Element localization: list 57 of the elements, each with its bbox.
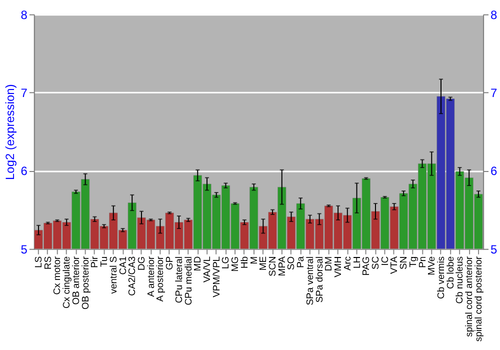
x-tick-label: VTA [389,256,400,274]
x-tick-label: SPa ventral [304,256,316,306]
x-tick-label: VMH [333,256,344,278]
x-tick-label: CA1 [118,256,129,275]
y-tick-label: 5 [20,242,28,256]
x-tick-label: ventral S [108,256,120,294]
x-tick-label: CPu lateral [174,256,185,304]
x-tick-label: LG [220,256,232,269]
x-tick-label: Tu [99,256,110,268]
x-tick-label: Cb lobe [445,256,456,289]
x-tick-label: Cb nucleus [454,256,466,304]
x-tick-label: ME [258,256,270,271]
x-tick-label: PAG [361,256,372,276]
x-tick-label: Cx cingulate [62,256,73,308]
x-tick-label: GP [164,256,176,270]
x-tick-label: Pn [417,256,428,268]
x-tick-label: VA/VL [202,256,213,282]
x-tick-label: DM [324,256,335,272]
y2-tick-label: 6 [490,164,498,178]
x-tick-label: spinal cord posterior [473,256,484,342]
x-tick-label: CPu medial [183,256,194,306]
x-tick-label: DG [136,256,148,271]
x-tick-label: VPM/VPL [211,256,222,298]
y-tick-label: 6 [20,164,28,178]
x-tick-label: Pir [90,256,101,268]
x-tick-label: Cb vermis [436,256,447,299]
x-tick-label: MG [230,256,242,272]
x-tick-label: SCN [268,256,279,276]
x-tick-label: MD [192,256,204,272]
x-tick-label: SN [398,256,410,270]
x-tick-label: M [248,256,260,264]
x-tick-label: MPA [276,256,288,276]
x-tick-label: LS [34,256,45,268]
x-tick-label: SC [370,256,382,270]
x-tick-label: Pa [296,256,307,268]
x-tick-label: Arc [342,256,354,271]
x-tick-label: OB posterior [80,256,92,310]
y2-tick-label: 7 [490,86,498,100]
y-tick-label: 7 [20,86,28,100]
x-tick-label: RS [42,256,54,270]
x-tick-label: OB anterior [70,256,82,305]
x-tick-label: IC [380,256,391,266]
x-tick-label: Hb [239,256,250,268]
x-tick-label: spinal cord anterior [464,256,476,337]
x-tick-label: A anterior [146,256,157,297]
x-tick-label: MVe [426,256,438,276]
y2-tick-label: 5 [490,242,498,256]
x-tick-label: A posterior [155,256,166,302]
x-tick-label: SPa dorsal [314,256,326,303]
x-tick-label: Cx motor [52,256,64,295]
y-axis-title: Log2 (expression) [2,84,17,180]
y-tick-label: 8 [20,8,28,22]
x-tick-label: CA2/CA3 [127,256,138,296]
x-tick-label: LH [352,256,363,268]
x-tick-label: SO [286,256,298,270]
x-tick-label: Tg [408,256,419,268]
y2-tick-label: 8 [490,8,498,22]
